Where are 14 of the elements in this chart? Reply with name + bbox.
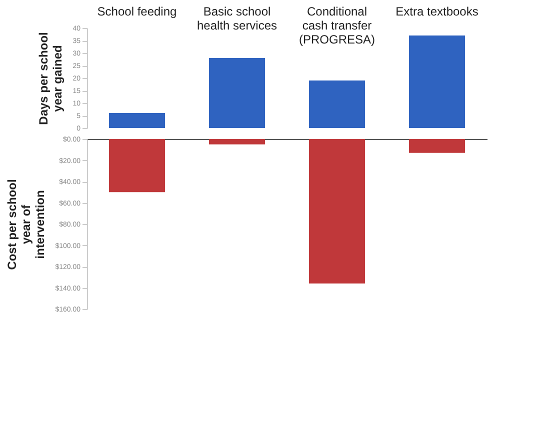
x-tick-label: Basic school health services [196,4,278,32]
x-tick-label: Conditional cash transfer (PROGRESA) [298,4,376,46]
bar [409,139,465,153]
bar [309,80,365,128]
bar [109,139,165,192]
x-tick-label: Extra textbooks [396,4,478,18]
bar [209,58,265,128]
x-tick-label: School feeding [97,4,177,18]
y-axis-title: Days per school year gained [36,32,65,125]
bar [209,139,265,144]
bar [309,139,365,284]
y-axis-title: Cost per school year of intervention [5,179,48,270]
bar [409,36,465,128]
bar [109,113,165,128]
